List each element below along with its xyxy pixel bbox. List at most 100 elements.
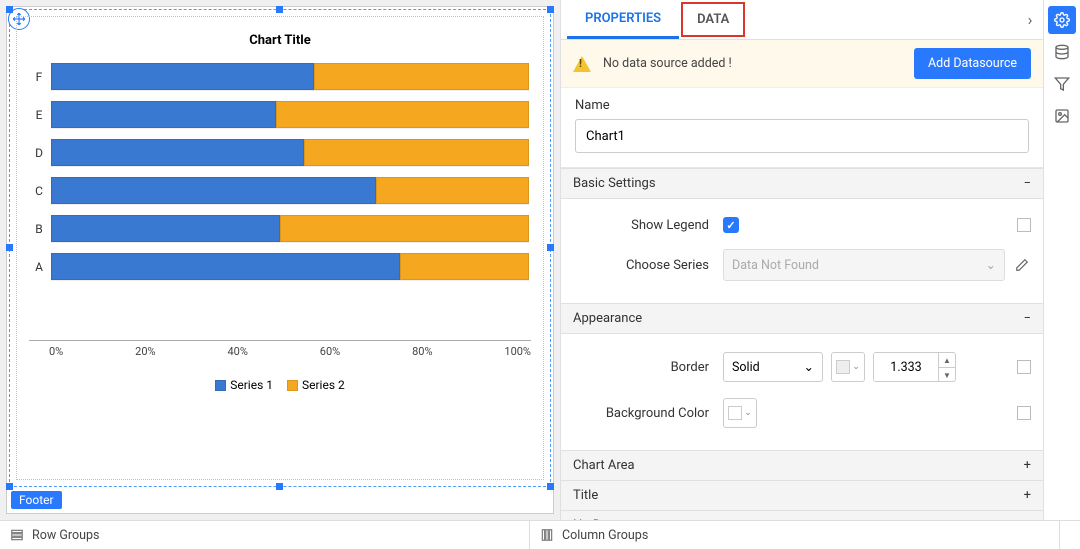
- x-tick: 100%: [504, 345, 531, 358]
- bar-row: A: [29, 248, 531, 286]
- no-datasource-alert: No data source added ! Add Datasource: [561, 40, 1043, 88]
- right-icon-rail: [1044, 0, 1080, 520]
- section-basic-settings[interactable]: Basic Settings −: [561, 168, 1043, 199]
- edit-series-icon[interactable]: [1013, 256, 1031, 274]
- bar-segment: [51, 139, 304, 166]
- section-collapsed[interactable]: Chart Area+: [561, 450, 1043, 480]
- chart-legend: Series 1 Series 2: [29, 378, 531, 392]
- expand-icon: +: [1024, 458, 1031, 473]
- chart-x-axis: 0% 20% 40% 60% 80% 100%: [29, 340, 531, 358]
- canvas-zone: Chart Title F E D C B A 0% 20% 40% 60% 80% 100% Se…: [0, 0, 560, 520]
- name-label: Name: [575, 98, 1029, 113]
- bar-track: [51, 63, 529, 91]
- bottom-bar: Row Groups Column Groups: [0, 520, 1080, 549]
- x-tick: 0%: [49, 345, 63, 358]
- column-groups-label: Column Groups: [562, 528, 648, 543]
- bar-category-label: A: [29, 260, 49, 274]
- choose-series-select[interactable]: Data Not Found ⌄: [723, 249, 1005, 281]
- image-rail-icon[interactable]: [1048, 102, 1076, 130]
- section-appearance[interactable]: Appearance −: [561, 303, 1043, 334]
- border-label: Border: [573, 360, 723, 375]
- bar-segment: [51, 253, 400, 280]
- resize-handle[interactable]: [547, 6, 554, 13]
- bar-category-label: B: [29, 222, 49, 236]
- chevron-down-icon: ⌄: [804, 359, 814, 375]
- row-groups-label: Row Groups: [32, 528, 99, 543]
- expand-icon: +: [1024, 488, 1031, 503]
- settings-rail-icon[interactable]: [1048, 6, 1076, 34]
- chevron-right-icon[interactable]: ›: [1017, 10, 1043, 29]
- show-legend-label: Show Legend: [573, 218, 723, 233]
- chart-plot-area: F E D C B A: [29, 58, 531, 338]
- x-tick: 20%: [135, 345, 155, 358]
- filter-rail-icon[interactable]: [1048, 70, 1076, 98]
- chart-selection[interactable]: Chart Title F E D C B A 0% 20% 40% 60% 80% 100% Se…: [9, 9, 551, 487]
- bar-segment: [304, 139, 529, 166]
- column-groups-icon: [540, 528, 554, 542]
- legend-label: Series 2: [302, 378, 345, 392]
- row-groups-icon: [10, 528, 24, 542]
- step-down-icon[interactable]: ▼: [939, 368, 955, 382]
- bar-row: B: [29, 210, 531, 248]
- chart-widget[interactable]: Chart Title F E D C B A 0% 20% 40% 60% 80% 100% Se…: [16, 16, 544, 480]
- bar-category-label: F: [29, 70, 49, 84]
- tab-properties[interactable]: PROPERTIES: [567, 0, 679, 39]
- resize-handle[interactable]: [6, 244, 13, 251]
- background-color-label: Background Color: [573, 406, 723, 421]
- add-datasource-button[interactable]: Add Datasource: [914, 48, 1031, 79]
- footer-tag[interactable]: Footer: [11, 491, 62, 509]
- bar-segment: [280, 215, 529, 242]
- resize-handle[interactable]: [276, 6, 283, 13]
- name-input[interactable]: [575, 119, 1029, 153]
- legend-label: Series 1: [230, 378, 273, 392]
- bar-category-label: E: [29, 108, 49, 122]
- chevron-down-icon: ⌄: [986, 257, 996, 273]
- advanced-toggle-checkbox[interactable]: [1017, 218, 1031, 232]
- resize-handle[interactable]: [547, 483, 554, 490]
- resize-handle[interactable]: [547, 244, 554, 251]
- bar-row: F: [29, 58, 531, 96]
- database-rail-icon[interactable]: [1048, 38, 1076, 66]
- show-legend-checkbox[interactable]: [723, 217, 739, 233]
- bar-segment: [376, 177, 529, 204]
- resize-handle[interactable]: [6, 6, 13, 13]
- border-width-stepper[interactable]: ▲▼: [873, 352, 956, 382]
- design-canvas[interactable]: Chart Title F E D C B A 0% 20% 40% 60% 80% 100% Se…: [6, 6, 554, 514]
- section-collapsed[interactable]: Title+: [561, 480, 1043, 510]
- warning-icon: [573, 56, 591, 72]
- bar-row: D: [29, 134, 531, 172]
- x-tick: 60%: [320, 345, 340, 358]
- chart-title: Chart Title: [29, 33, 531, 48]
- border-width-input[interactable]: [874, 353, 938, 381]
- bar-row: C: [29, 172, 531, 210]
- bar-segment: [51, 63, 314, 90]
- section-collapsed[interactable]: No Data+: [561, 510, 1043, 520]
- advanced-toggle-checkbox[interactable]: [1017, 360, 1031, 374]
- bar-track: [51, 177, 529, 205]
- legend-swatch: [287, 380, 298, 391]
- legend-swatch: [215, 380, 226, 391]
- panel-tabs: PROPERTIES DATA ›: [561, 0, 1043, 40]
- bar-segment: [314, 63, 529, 90]
- background-color-picker[interactable]: ⌄: [723, 398, 757, 428]
- bar-category-label: C: [29, 184, 49, 198]
- step-up-icon[interactable]: ▲: [939, 353, 955, 368]
- border-style-select[interactable]: Solid ⌄: [723, 352, 823, 382]
- bar-row: E: [29, 96, 531, 134]
- bar-track: [51, 139, 529, 167]
- resize-handle[interactable]: [276, 483, 283, 490]
- bar-segment: [51, 101, 276, 128]
- legend-item: Series 2: [287, 378, 345, 392]
- bar-segment: [276, 101, 529, 128]
- alert-text: No data source added !: [603, 56, 902, 71]
- resize-handle[interactable]: [6, 483, 13, 490]
- choose-series-label: Choose Series: [573, 258, 723, 273]
- bar-segment: [51, 177, 376, 204]
- border-color-picker[interactable]: ⌄: [831, 352, 865, 382]
- tab-data[interactable]: DATA: [679, 0, 747, 39]
- x-tick: 80%: [412, 345, 432, 358]
- bar-category-label: D: [29, 146, 49, 160]
- x-tick: 40%: [227, 345, 247, 358]
- bar-segment: [51, 215, 280, 242]
- advanced-toggle-checkbox[interactable]: [1017, 406, 1031, 420]
